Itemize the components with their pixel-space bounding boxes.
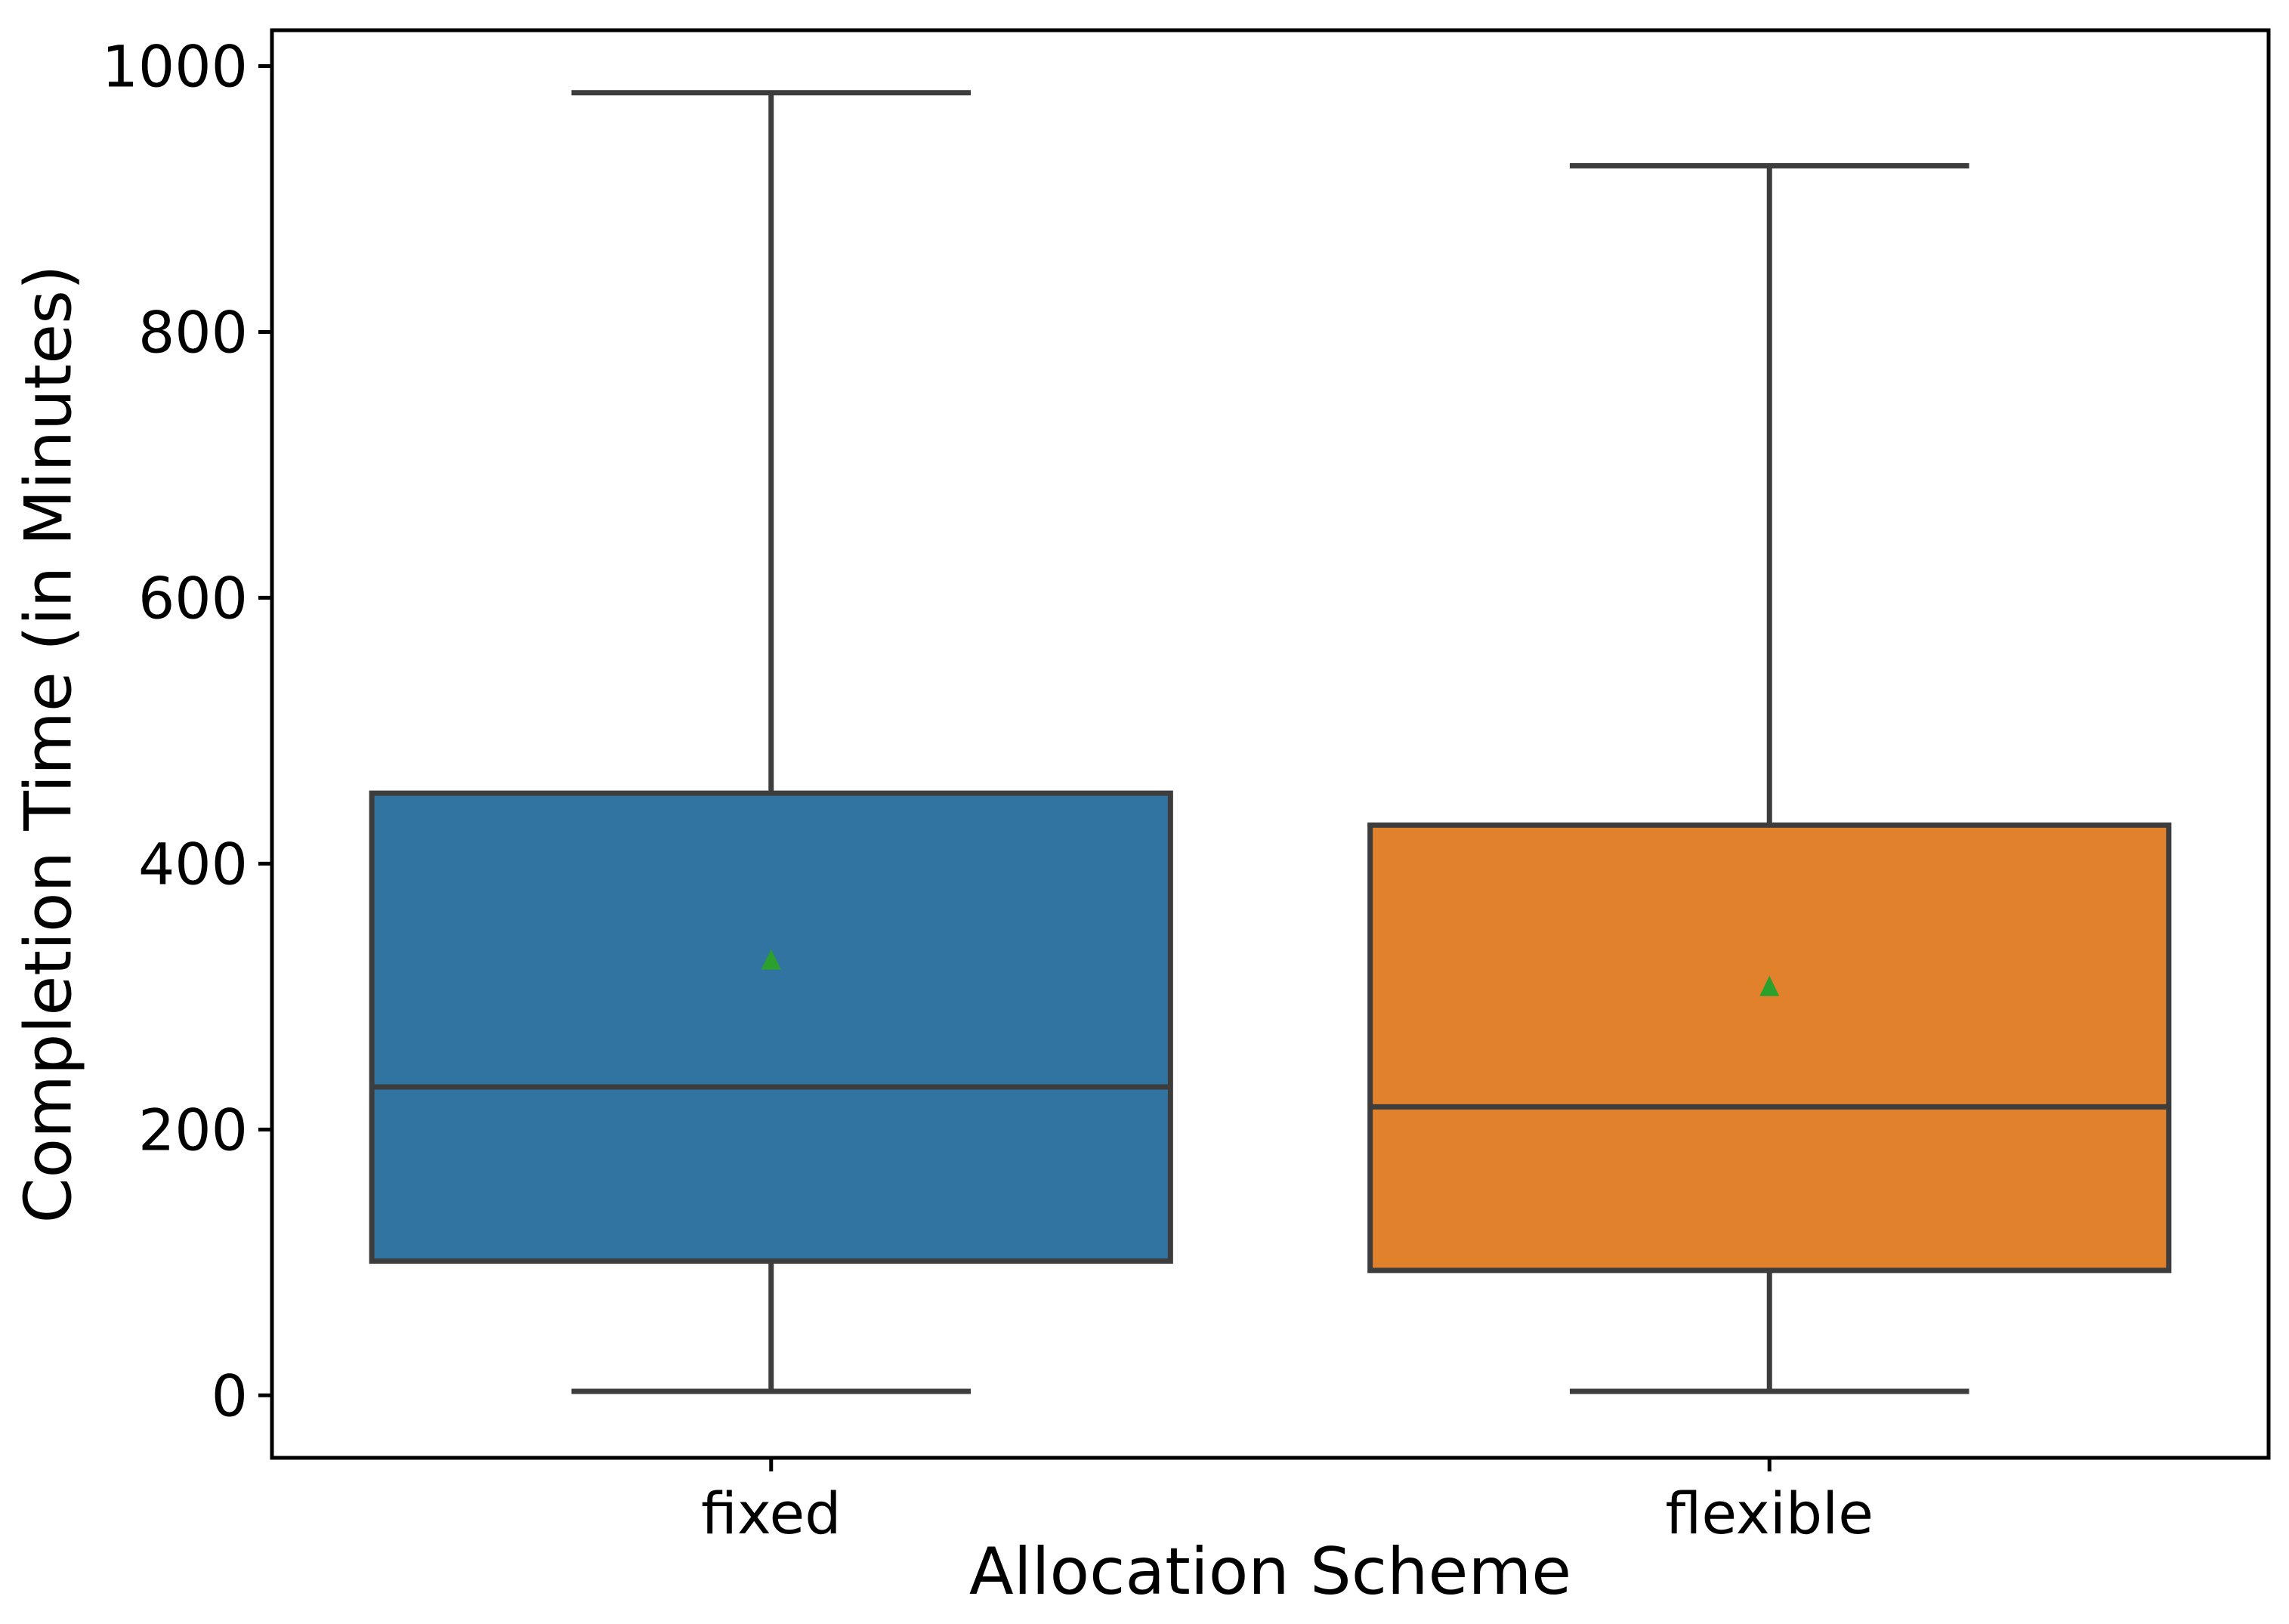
iqr-box-fixed[interactable] xyxy=(369,790,1173,1264)
x-tick-label-flexible: flexible xyxy=(1666,1480,1874,1547)
y-tick-label-0: 0 xyxy=(212,1362,248,1429)
iqr-box-flexible[interactable] xyxy=(1367,822,2172,1274)
y-tick-label-800: 800 xyxy=(138,298,248,366)
mean-marker-fixed xyxy=(761,949,781,970)
y-tick-label-400: 400 xyxy=(138,830,248,897)
y-tick-label-200: 200 xyxy=(138,1096,248,1163)
y-axis-title: Completion Time (in Minutes) xyxy=(11,264,87,1224)
y-tick-label-1000: 1000 xyxy=(102,33,248,100)
axes-frame xyxy=(270,28,2271,1460)
y-tick-label-600: 600 xyxy=(138,564,248,631)
mean-marker-flexible xyxy=(1759,975,1780,996)
x-axis-title: Allocation Scheme xyxy=(968,1534,1572,1610)
y-axis-title-wrap: Completion Time (in Minutes) xyxy=(0,30,98,1458)
x-tick-label-fixed: fixed xyxy=(701,1480,842,1547)
